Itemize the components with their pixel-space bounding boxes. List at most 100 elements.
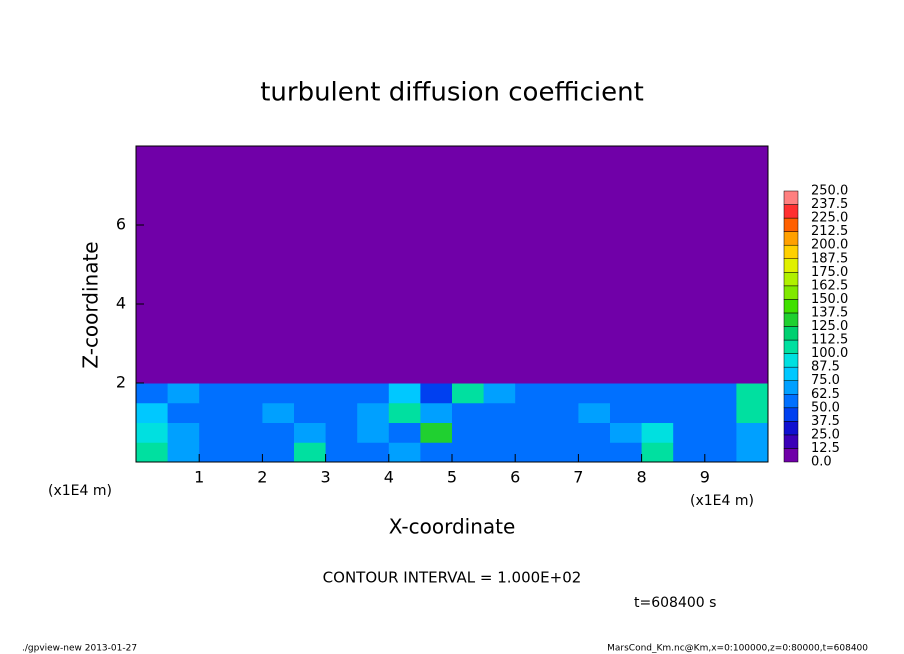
field-cell — [578, 383, 611, 404]
field-cell — [199, 402, 232, 423]
colorbar-label: 250.0 — [811, 184, 848, 199]
field-cell — [357, 383, 390, 404]
colorbar-label: 25.0 — [811, 427, 840, 442]
field-cell — [357, 422, 390, 443]
colorbar-box — [783, 380, 799, 395]
field-cell — [610, 402, 643, 423]
y-tick-label: 4 — [116, 294, 126, 313]
field-cell — [452, 422, 485, 443]
field-cell — [262, 402, 295, 423]
x-tick-label: 2 — [257, 468, 267, 487]
field-cell — [136, 383, 169, 404]
field-cell — [325, 422, 358, 443]
field-cell — [515, 146, 548, 384]
colorbar-label: 175.0 — [811, 265, 848, 280]
colorbar-box — [783, 407, 799, 422]
colorbar-label: 187.5 — [811, 251, 848, 266]
x-unit-label: (x1E4 m) — [48, 483, 112, 499]
field-cell — [641, 422, 674, 443]
field-cell — [388, 422, 421, 443]
x-unit-label: (x1E4 m) — [690, 493, 754, 509]
colorbar-label: 37.5 — [811, 414, 840, 429]
colorbar-box — [783, 421, 799, 436]
colorbar-box — [783, 394, 799, 409]
colorbar-label: 225.0 — [811, 211, 848, 226]
field-cell — [452, 383, 485, 404]
field-cell — [578, 146, 611, 384]
field-cell — [515, 422, 548, 443]
colorbar-label: 75.0 — [811, 373, 840, 388]
field-cell — [673, 146, 706, 384]
colorbar-label: 150.0 — [811, 292, 848, 307]
field-cell — [420, 402, 453, 423]
field-cell — [420, 383, 453, 404]
y-tick-label: 6 — [116, 215, 126, 234]
field-cell — [483, 146, 516, 384]
field-cell — [388, 442, 421, 463]
x-tick-label: 5 — [447, 468, 457, 487]
field-cell — [736, 146, 769, 384]
colorbar-box — [783, 434, 799, 449]
x-tick-label: 3 — [321, 468, 331, 487]
colorbar-box — [783, 204, 799, 219]
field-cell — [294, 402, 327, 423]
colorbar-label: 125.0 — [811, 319, 848, 334]
colorbar-box — [783, 231, 799, 246]
field-cell — [546, 422, 579, 443]
field-cell — [136, 442, 169, 463]
field-cell — [610, 383, 643, 404]
field-cell — [388, 383, 421, 404]
colorbar-label: 237.5 — [811, 197, 848, 212]
field-cell — [262, 422, 295, 443]
colorbar-box — [783, 299, 799, 314]
colorbar-label: 112.5 — [811, 333, 848, 348]
field-cell — [230, 422, 263, 443]
field-cell — [641, 442, 674, 463]
field-cell — [673, 383, 706, 404]
field-cell — [483, 442, 516, 463]
field-cell — [167, 146, 200, 384]
field-cell — [199, 442, 232, 463]
x-tick-label: 4 — [384, 468, 394, 487]
colorbar-label: 212.5 — [811, 224, 848, 239]
field-cell — [357, 442, 390, 463]
field-cell — [610, 442, 643, 463]
x-tick-label: 6 — [510, 468, 520, 487]
colorbar-box — [783, 312, 799, 327]
colorbar-label: 0.0 — [811, 455, 832, 470]
colorbar-box — [783, 366, 799, 381]
field-cell — [546, 383, 579, 404]
field-cell — [167, 442, 200, 463]
field-cell — [515, 383, 548, 404]
field-cell — [736, 402, 769, 423]
field-cell — [641, 402, 674, 423]
field-cell — [262, 442, 295, 463]
field-cell — [420, 442, 453, 463]
x-tick-label: 9 — [700, 468, 710, 487]
chart-title: turbulent diffusion coefficient — [260, 78, 644, 108]
field-cell — [294, 422, 327, 443]
field-cell — [325, 146, 358, 384]
field-cell — [610, 422, 643, 443]
field-cell — [673, 402, 706, 423]
field-cell — [483, 383, 516, 404]
colorbar-box — [783, 244, 799, 259]
field-cell — [578, 402, 611, 423]
field-cell — [673, 442, 706, 463]
colorbar-label: 62.5 — [811, 387, 840, 402]
field-cell — [546, 442, 579, 463]
field-cell — [167, 383, 200, 404]
colorbar-box — [783, 272, 799, 287]
x-tick-label: 1 — [194, 468, 204, 487]
field-cell — [388, 402, 421, 423]
field-cell — [736, 422, 769, 443]
contour-interval: CONTOUR INTERVAL = 1.000E+02 — [323, 569, 582, 587]
field-cell — [325, 402, 358, 423]
colorbar-label: 137.5 — [811, 305, 848, 320]
colorbar-label: 50.0 — [811, 400, 840, 415]
field-cell — [262, 383, 295, 404]
field-cell — [230, 146, 263, 384]
x-axis-label: X-coordinate — [389, 515, 516, 539]
field-cell — [610, 146, 643, 384]
field-cell — [136, 402, 169, 423]
